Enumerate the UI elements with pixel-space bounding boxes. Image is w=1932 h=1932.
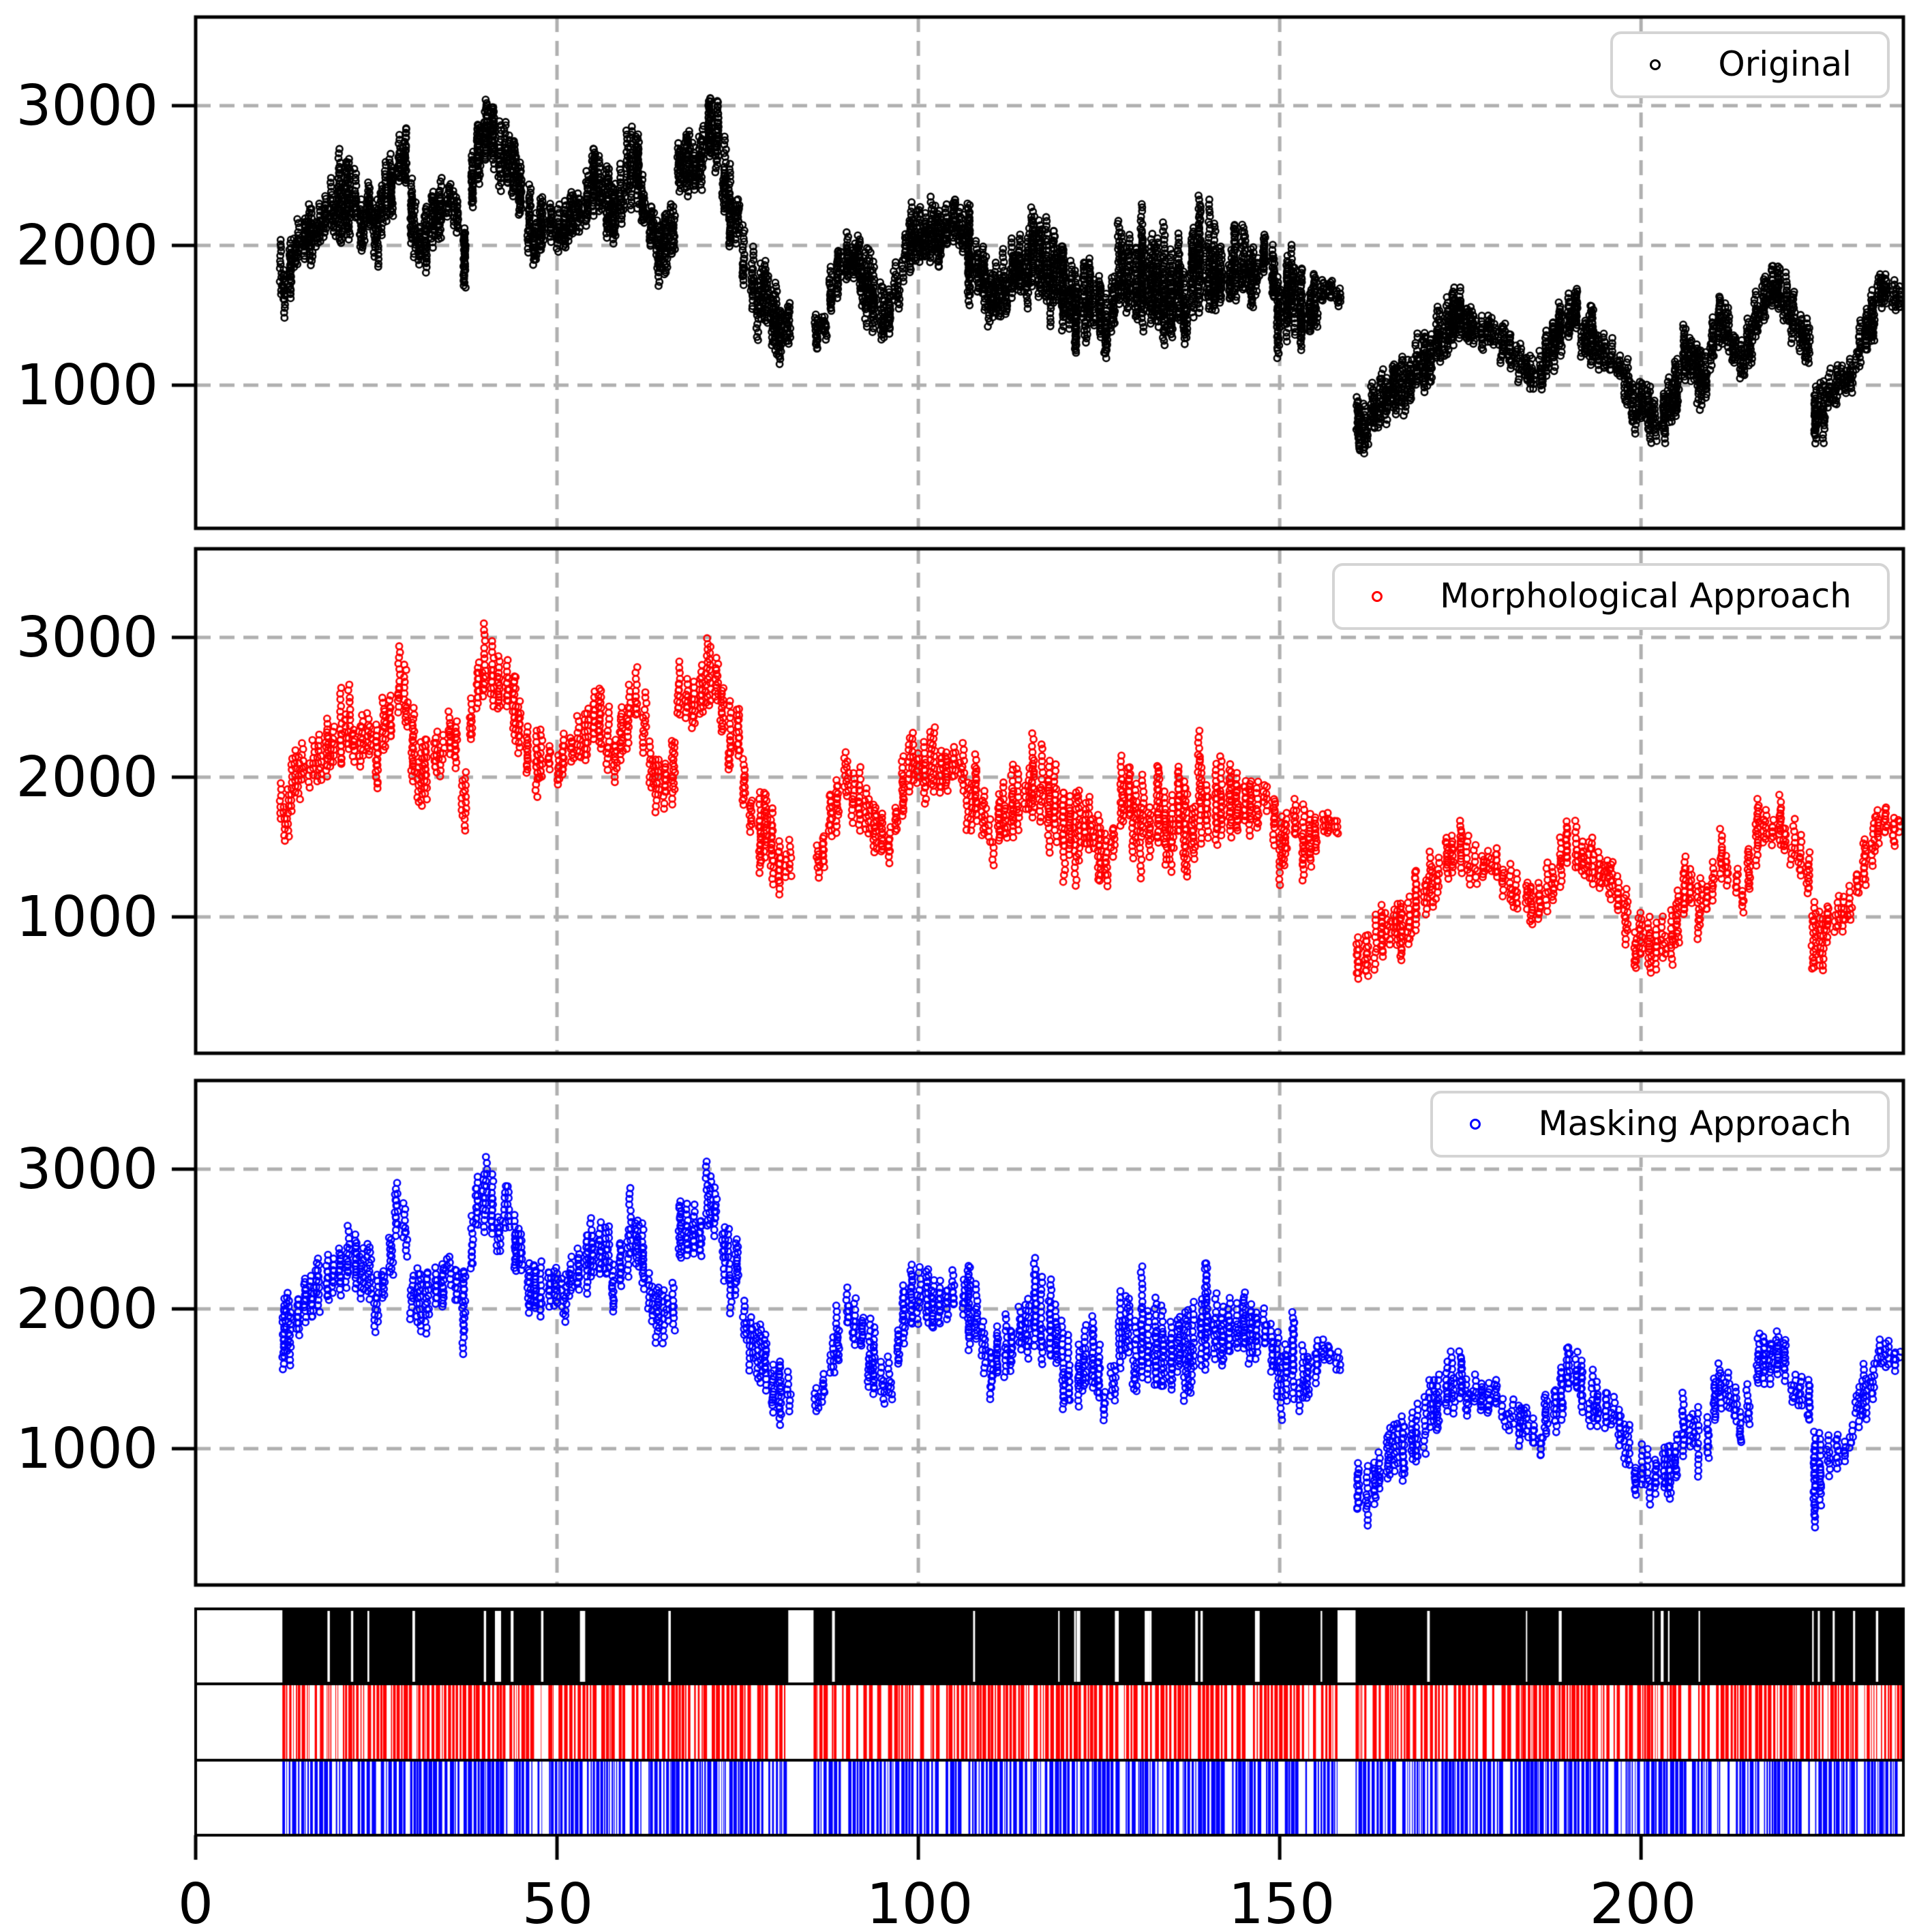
- p3-ytick-3000: 3000: [16, 1136, 158, 1202]
- xtick-50: 50: [522, 1871, 594, 1932]
- original-marker-icon: [1650, 59, 1661, 70]
- p1-ytick-2000: 2000: [16, 213, 158, 278]
- p3-ytick-2000: 2000: [16, 1276, 158, 1342]
- legend-original: Original: [1610, 31, 1890, 98]
- legend-morphological-label: Morphological Approach: [1440, 576, 1852, 616]
- masking-marker-icon: [1470, 1118, 1481, 1130]
- legend-masking: Masking Approach: [1430, 1091, 1890, 1158]
- legend-masking-label: Masking Approach: [1538, 1104, 1852, 1143]
- p3-ytick-1000: 1000: [16, 1416, 158, 1481]
- xtick-0: 0: [177, 1871, 214, 1932]
- legend-morphological: Morphological Approach: [1332, 563, 1890, 630]
- xtick-150: 150: [1228, 1871, 1335, 1932]
- legend-original-label: Original: [1718, 44, 1852, 84]
- xtick-200: 200: [1589, 1871, 1697, 1932]
- xtick-100: 100: [866, 1871, 973, 1932]
- p2-ytick-3000: 3000: [16, 605, 158, 670]
- p1-ytick-3000: 3000: [16, 73, 158, 138]
- p1-ytick-1000: 1000: [16, 352, 158, 418]
- p2-ytick-1000: 1000: [16, 884, 158, 950]
- morphological-marker-icon: [1372, 590, 1383, 602]
- p2-ytick-2000: 2000: [16, 744, 158, 810]
